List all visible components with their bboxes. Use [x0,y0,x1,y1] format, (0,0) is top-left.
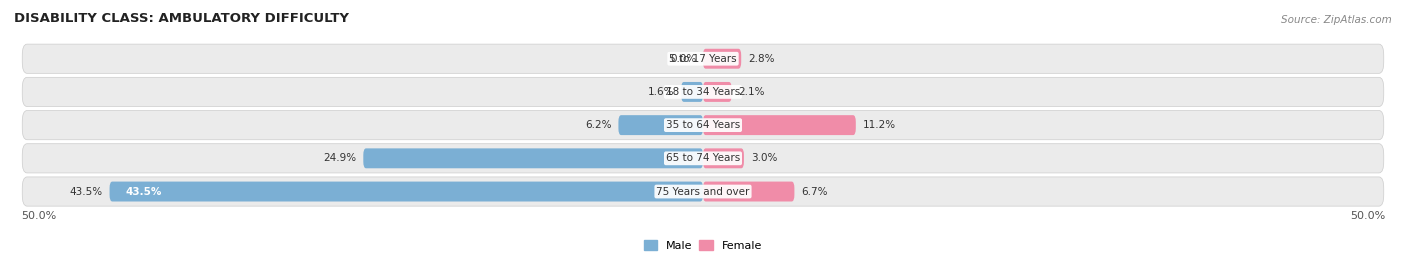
Text: 24.9%: 24.9% [323,153,357,163]
Text: 2.8%: 2.8% [748,54,775,64]
FancyBboxPatch shape [22,110,1384,140]
Legend: Male, Female: Male, Female [640,236,766,255]
Text: 18 to 34 Years: 18 to 34 Years [666,87,740,97]
Text: 6.2%: 6.2% [585,120,612,130]
Text: Source: ZipAtlas.com: Source: ZipAtlas.com [1281,15,1392,25]
Text: 11.2%: 11.2% [863,120,896,130]
Text: 50.0%: 50.0% [1350,211,1385,221]
Text: 35 to 64 Years: 35 to 64 Years [666,120,740,130]
FancyBboxPatch shape [703,148,744,168]
Text: 43.5%: 43.5% [70,187,103,196]
FancyBboxPatch shape [22,144,1384,173]
FancyBboxPatch shape [703,182,794,202]
Text: 5 to 17 Years: 5 to 17 Years [669,54,737,64]
Text: 50.0%: 50.0% [21,211,56,221]
Text: 0.0%: 0.0% [669,54,696,64]
Text: 75 Years and over: 75 Years and over [657,187,749,196]
FancyBboxPatch shape [681,82,703,102]
Text: 43.5%: 43.5% [127,187,162,196]
Text: 65 to 74 Years: 65 to 74 Years [666,153,740,163]
FancyBboxPatch shape [363,148,703,168]
Text: DISABILITY CLASS: AMBULATORY DIFFICULTY: DISABILITY CLASS: AMBULATORY DIFFICULTY [14,12,349,25]
FancyBboxPatch shape [22,177,1384,206]
Text: 3.0%: 3.0% [751,153,778,163]
Text: 2.1%: 2.1% [738,87,765,97]
FancyBboxPatch shape [703,49,741,69]
FancyBboxPatch shape [110,182,703,202]
Text: 6.7%: 6.7% [801,187,828,196]
Text: 1.6%: 1.6% [648,87,675,97]
FancyBboxPatch shape [703,82,731,102]
FancyBboxPatch shape [22,77,1384,107]
FancyBboxPatch shape [619,115,703,135]
FancyBboxPatch shape [22,44,1384,73]
FancyBboxPatch shape [703,115,856,135]
